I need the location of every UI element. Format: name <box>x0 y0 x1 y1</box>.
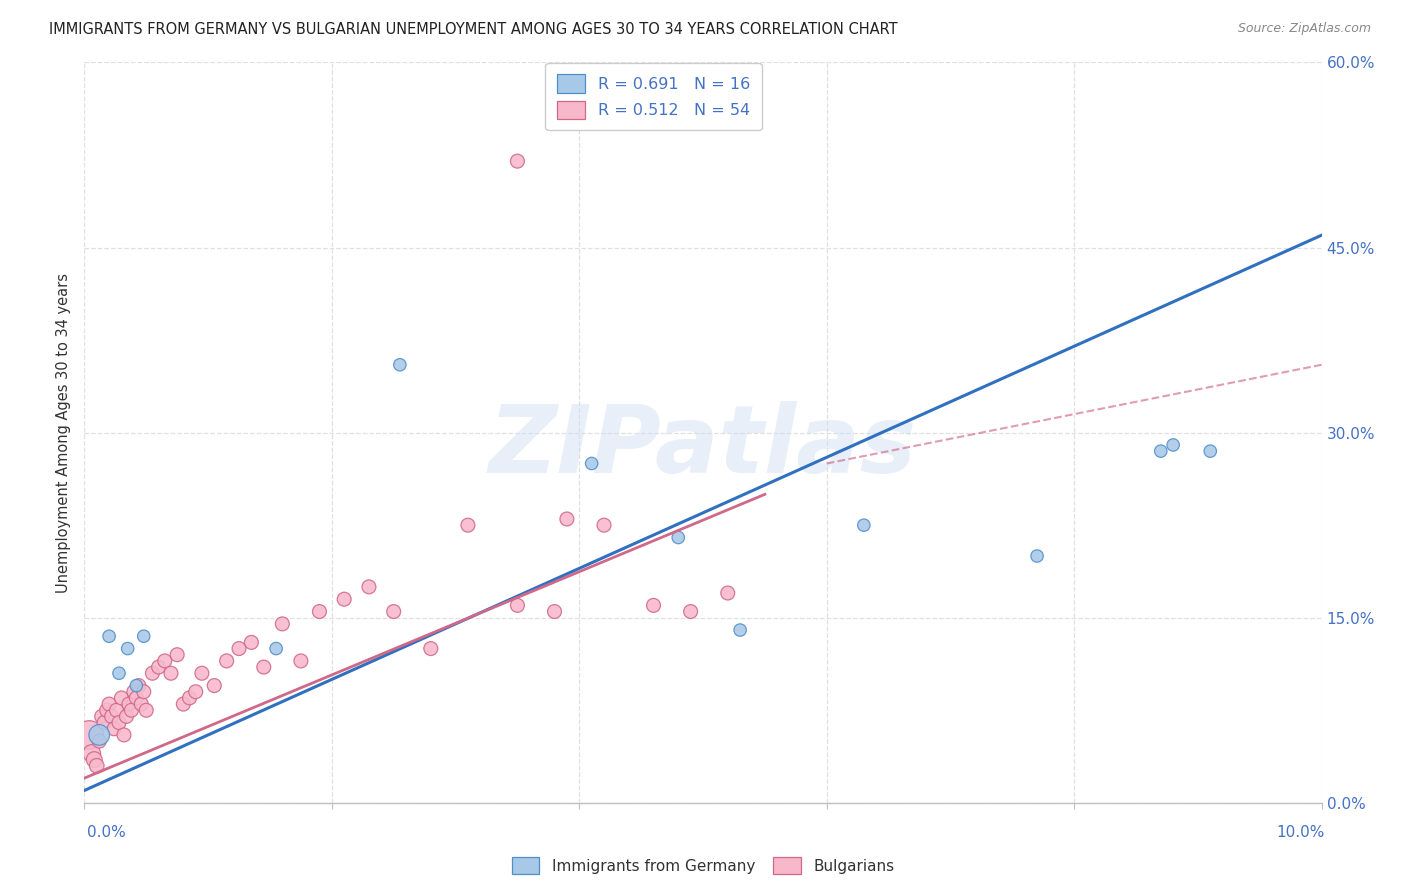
Point <box>153 654 176 668</box>
Point <box>122 685 145 699</box>
Point <box>79 728 101 742</box>
Legend: Immigrants from Germany, Bulgarians: Immigrants from Germany, Bulgarians <box>506 851 900 880</box>
Point <box>1026 549 1049 563</box>
Point <box>125 679 148 693</box>
Point <box>728 623 751 637</box>
Point <box>166 648 188 662</box>
Point <box>679 605 702 619</box>
Point <box>191 666 214 681</box>
Point <box>129 697 152 711</box>
Point <box>108 666 131 681</box>
Point <box>128 679 150 693</box>
Point <box>643 599 665 613</box>
Point <box>852 518 875 533</box>
Point <box>253 660 276 674</box>
Point <box>555 512 578 526</box>
Point <box>1161 438 1184 452</box>
Text: IMMIGRANTS FROM GERMANY VS BULGARIAN UNEMPLOYMENT AMONG AGES 30 TO 34 YEARS CORR: IMMIGRANTS FROM GERMANY VS BULGARIAN UNE… <box>49 22 898 37</box>
Point <box>1199 444 1222 458</box>
Text: 10.0%: 10.0% <box>1277 825 1324 840</box>
Point <box>98 697 121 711</box>
Point <box>333 592 356 607</box>
Point <box>228 641 250 656</box>
Point <box>135 703 157 717</box>
Point <box>457 518 479 533</box>
Point <box>90 709 112 723</box>
Point <box>264 641 287 656</box>
Point <box>83 753 105 767</box>
Point <box>132 629 155 643</box>
Point <box>308 605 330 619</box>
Legend: R = 0.691   N = 16, R = 0.512   N = 54: R = 0.691 N = 16, R = 0.512 N = 54 <box>546 63 762 130</box>
Point <box>93 715 115 730</box>
Point <box>543 605 565 619</box>
Point <box>160 666 183 681</box>
Point <box>202 679 225 693</box>
Point <box>120 703 142 717</box>
Point <box>357 580 380 594</box>
Y-axis label: Unemployment Among Ages 30 to 34 years: Unemployment Among Ages 30 to 34 years <box>56 273 72 592</box>
Point <box>717 586 740 600</box>
Point <box>100 709 122 723</box>
Point <box>581 457 603 471</box>
Point <box>125 690 148 705</box>
Point <box>172 697 194 711</box>
Point <box>593 518 616 533</box>
Point <box>86 758 108 772</box>
Point <box>110 690 132 705</box>
Point <box>105 703 128 717</box>
Point <box>271 616 294 631</box>
Point <box>419 641 441 656</box>
Point <box>117 641 139 656</box>
Text: Source: ZipAtlas.com: Source: ZipAtlas.com <box>1237 22 1371 36</box>
Point <box>89 728 111 742</box>
Point <box>179 690 201 705</box>
Text: 0.0%: 0.0% <box>87 825 127 840</box>
Point <box>215 654 238 668</box>
Point <box>115 709 138 723</box>
Point <box>118 697 141 711</box>
Point <box>80 747 103 761</box>
Point <box>290 654 312 668</box>
Point <box>103 722 125 736</box>
Point <box>184 685 207 699</box>
Point <box>141 666 163 681</box>
Point <box>132 685 155 699</box>
Point <box>506 599 529 613</box>
Point <box>388 358 411 372</box>
Point <box>98 629 121 643</box>
Point <box>666 531 689 545</box>
Point <box>1150 444 1173 458</box>
Point <box>382 605 405 619</box>
Point <box>240 635 263 649</box>
Point <box>506 154 529 169</box>
Point <box>108 715 131 730</box>
Point <box>89 734 111 748</box>
Point <box>96 703 118 717</box>
Point <box>112 728 135 742</box>
Point <box>148 660 170 674</box>
Text: ZIPatlas: ZIPatlas <box>489 401 917 493</box>
